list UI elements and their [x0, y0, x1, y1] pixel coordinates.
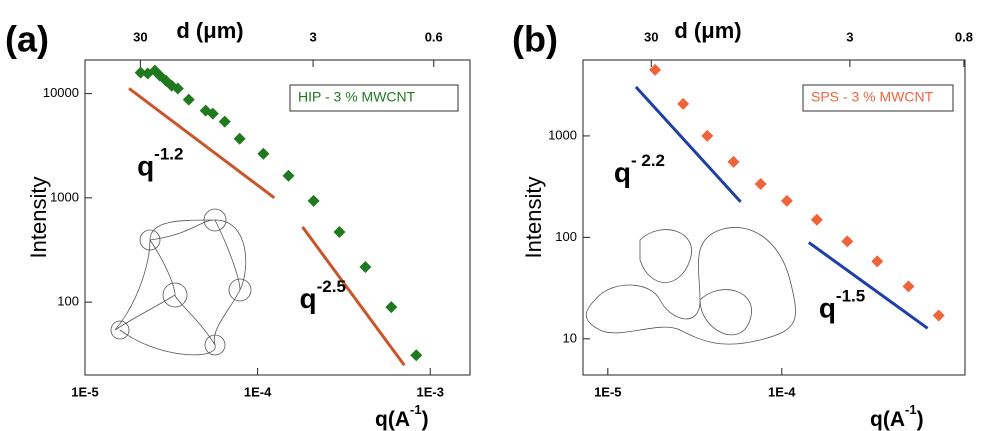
panel-label: (b) [512, 19, 558, 60]
fit-annotation-base: q [137, 151, 154, 182]
x2-axis-label: d (μm) [176, 18, 243, 43]
data-point [841, 235, 854, 248]
fit-annotation: q-2.5 [300, 277, 346, 314]
fit-annotation-exp: -2.5 [317, 277, 346, 296]
network-sketch [110, 208, 796, 356]
y-tick-label: 1000 [548, 127, 577, 142]
fit-line [634, 85, 742, 203]
x-label-base: q(A [375, 408, 410, 431]
x2-tick-label: 3 [309, 29, 316, 44]
data-point [282, 169, 295, 182]
fit-annotation: q-1.2 [137, 145, 183, 182]
y-axis-label: Intensity [26, 177, 51, 259]
fit-annotation-base: q [300, 283, 317, 314]
plot-frame [84, 59, 471, 376]
y-tick-label: 10 [563, 330, 577, 345]
data-point [385, 301, 398, 314]
data-point [171, 82, 184, 95]
fit-annotation-base: q [819, 293, 836, 324]
data-point [902, 280, 915, 293]
y-tick-label: 1000 [50, 189, 79, 204]
x2-axis-label: d (μm) [674, 18, 741, 43]
fit-line [128, 87, 276, 200]
data-point [134, 66, 147, 79]
x2-tick-label: 0.8 [955, 29, 973, 44]
data-point [218, 115, 231, 128]
x-label-tail: ) [917, 408, 924, 431]
data-point [701, 129, 714, 142]
x2-tick-label: 3 [846, 29, 853, 44]
x-tick-label: 1E-5 [71, 384, 98, 399]
y-axis-label: Intensity [521, 177, 546, 259]
data-point [810, 213, 823, 226]
data-point [932, 309, 945, 322]
data-point [410, 349, 423, 362]
data-point [359, 261, 372, 274]
data-point [754, 177, 767, 190]
x2-tick-label: 0.6 [425, 29, 443, 44]
x-axis-label: q(A-1) [870, 402, 924, 430]
x2-tick-label: 30 [133, 29, 147, 44]
x-label-sup: -1 [905, 402, 917, 417]
x-axis-label: q(A-1) [375, 402, 429, 430]
data-point [257, 147, 270, 160]
data-point [182, 93, 195, 106]
x-label-base: q(A [870, 408, 905, 431]
fit-annotation-base: q [614, 157, 631, 188]
plot-frame [582, 59, 966, 376]
x-tick-label: 1E-5 [594, 384, 621, 399]
x-tick-label: 1E-4 [244, 384, 272, 399]
panel-label: (a) [5, 19, 49, 60]
data-point [727, 155, 740, 168]
fit-line [807, 241, 929, 330]
legend-box [802, 84, 954, 112]
fit-annotation-exp: -1.2 [154, 145, 183, 164]
x-label-tail: ) [422, 408, 429, 431]
x-tick-label: 1E-4 [768, 384, 796, 399]
data-point [333, 225, 346, 238]
fit-annotation-exp: -1.5 [836, 287, 865, 306]
y-tick-label: 100 [57, 294, 79, 309]
fit-annotation-exp: - 2.2 [631, 151, 665, 170]
fit-annotation: q-1.5 [819, 287, 865, 324]
y-tick-label: 10000 [43, 85, 79, 100]
data-point [677, 97, 690, 110]
x-tick-label: 1E-3 [416, 384, 443, 399]
data-point [307, 194, 320, 207]
fit-annotation: q- 2.2 [614, 151, 665, 188]
fit-line [301, 226, 406, 367]
legend-label: SPS - 3 % MWCNT [811, 89, 934, 105]
x-label-sup: -1 [410, 402, 422, 417]
data-point [233, 132, 246, 145]
data-point [871, 255, 884, 268]
x2-tick-label: 30 [644, 29, 658, 44]
data-point [649, 63, 662, 76]
data-point [780, 194, 793, 207]
y-tick-label: 100 [555, 229, 577, 244]
legend-box [289, 84, 459, 112]
legend-label: HIP - 3 % MWCNT [298, 89, 416, 105]
data-point [206, 107, 219, 120]
